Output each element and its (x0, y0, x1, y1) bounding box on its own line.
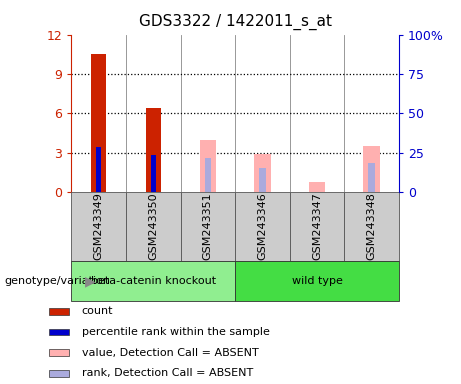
Bar (235, 261, 399, 301)
Bar (200, 139, 216, 192)
Text: GSM243351: GSM243351 (203, 193, 213, 260)
Bar (49, 349, 69, 356)
Bar (235, 192, 290, 261)
Bar (344, 35, 399, 192)
Bar (91, 54, 106, 192)
Bar (151, 155, 156, 192)
Bar (363, 146, 380, 192)
Text: count: count (82, 306, 113, 316)
Text: value, Detection Call = ABSENT: value, Detection Call = ABSENT (82, 348, 259, 358)
Text: rank, Detection Call = ABSENT: rank, Detection Call = ABSENT (82, 368, 253, 378)
Bar (368, 163, 375, 192)
Text: ▶: ▶ (85, 274, 96, 288)
Text: beta-catenin knockout: beta-catenin knockout (91, 276, 216, 286)
Bar (181, 192, 235, 261)
Bar (126, 35, 181, 192)
Text: percentile rank within the sample: percentile rank within the sample (82, 327, 270, 337)
Text: GSM243348: GSM243348 (366, 193, 377, 260)
Bar (235, 35, 290, 192)
Bar (290, 192, 344, 261)
Text: GSM243350: GSM243350 (148, 193, 158, 260)
Bar (96, 147, 101, 192)
Text: GSM243346: GSM243346 (257, 193, 267, 260)
Text: GSM243349: GSM243349 (94, 193, 104, 260)
Bar (181, 35, 235, 192)
Text: wild type: wild type (291, 276, 343, 286)
Bar (49, 308, 69, 314)
Text: GSM243347: GSM243347 (312, 193, 322, 260)
Bar (344, 192, 399, 261)
Bar (146, 108, 161, 192)
Bar (259, 169, 266, 192)
Bar (49, 329, 69, 335)
Bar (49, 370, 69, 377)
Bar (309, 182, 325, 192)
Bar (71, 35, 126, 192)
Bar (71, 192, 126, 261)
Bar (254, 154, 271, 192)
Bar (126, 192, 181, 261)
Text: genotype/variation: genotype/variation (5, 276, 111, 286)
Bar (205, 158, 211, 192)
Bar (71, 261, 235, 301)
Title: GDS3322 / 1422011_s_at: GDS3322 / 1422011_s_at (139, 14, 331, 30)
Bar (290, 35, 344, 192)
